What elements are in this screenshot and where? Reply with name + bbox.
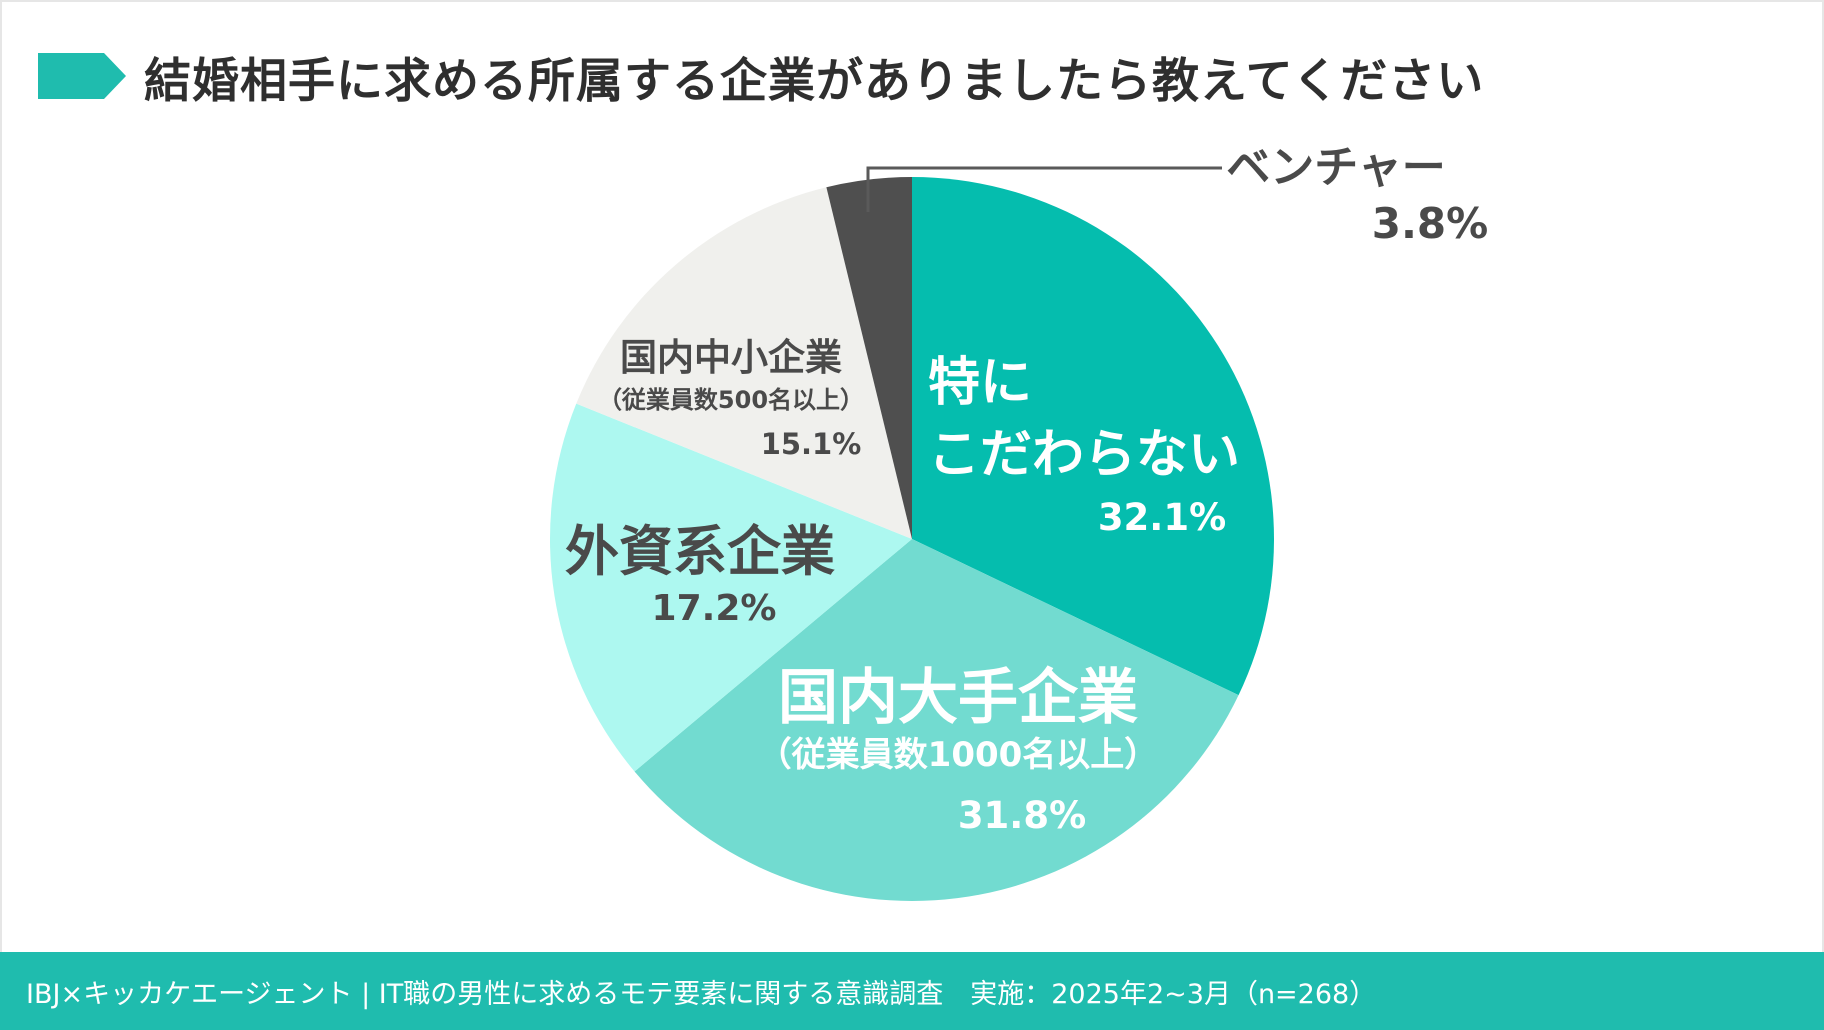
title-block: 結婚相手に求める所属する企業がありましたら教えてください (38, 44, 1485, 109)
pie-slice-1 (912, 177, 1274, 696)
slice-value-5: 3.8% (1372, 199, 1488, 248)
pie-slice-4 (576, 187, 912, 539)
slice-label-3-line-1: 外資系企業 (565, 520, 835, 583)
slice-label-1-line-2: こだわらない (928, 425, 1240, 485)
footer-source: IBJ×キッカケエージェント | IT職の男性に求めるモテ要素に関する意識調査 … (26, 978, 1377, 1010)
title-arrow-icon (38, 53, 126, 99)
slice-value-4: 15.1% (761, 427, 862, 461)
slice-sublabel-2: （従業員数1000名以上） (758, 735, 1159, 775)
slice-label-1-line-1: 特に (928, 353, 1032, 413)
slice-sublabel-4: （従業員数500名以上） (598, 386, 864, 414)
pie-slice-2 (634, 539, 1239, 901)
chart-title: 結婚相手に求める所属する企業がありましたら教えてください (144, 53, 1485, 109)
pie-slice-3 (549, 403, 912, 772)
slice-value-1: 32.1% (1098, 496, 1226, 539)
slice-label-2-line-1: 国内大手企業 (778, 663, 1138, 733)
slice-label-4-line-1: 国内中小企業 (620, 336, 842, 379)
slice-value-3: 17.2% (652, 588, 777, 629)
footer-bar: IBJ×キッカケエージェント | IT職の男性に求めるモテ要素に関する意識調査 … (0, 952, 1824, 1030)
slice-label-5-line-1: ベンチャー (1226, 142, 1446, 193)
venture-leader-line (866, 166, 1222, 212)
pie-slice-5 (826, 177, 912, 539)
slice-value-2: 31.8% (958, 794, 1086, 837)
